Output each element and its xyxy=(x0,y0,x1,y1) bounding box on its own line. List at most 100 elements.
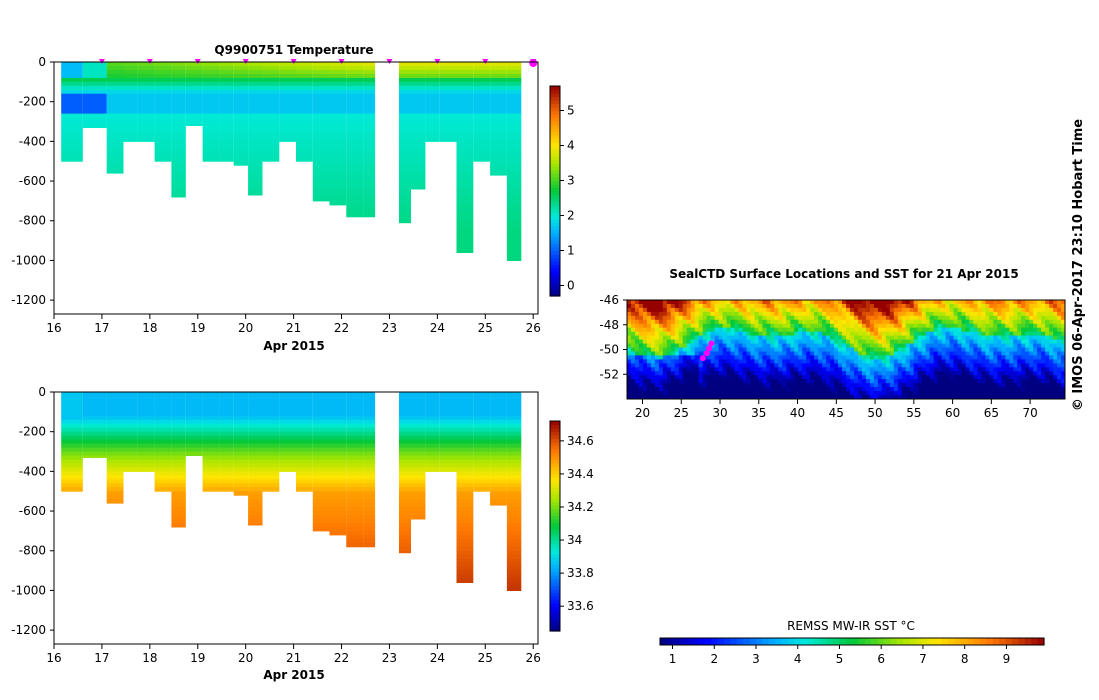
section-cell xyxy=(399,208,411,214)
section-cell xyxy=(439,396,457,401)
sst-cell xyxy=(989,339,994,345)
sst-cell xyxy=(1037,335,1042,341)
section-cell xyxy=(171,101,186,107)
sst-cell xyxy=(949,375,954,380)
sst-cell xyxy=(929,347,935,352)
section-cell xyxy=(248,451,263,456)
section-cell xyxy=(202,479,220,484)
sst-cell xyxy=(857,371,863,376)
section-cell xyxy=(202,73,220,79)
section-cell xyxy=(346,193,364,198)
sst-cell xyxy=(802,367,807,372)
colorbar-segment xyxy=(550,278,560,283)
sst-cell xyxy=(937,304,943,309)
sst-cell xyxy=(806,343,811,349)
sst-cell xyxy=(770,383,775,388)
sst-cell xyxy=(730,300,735,305)
section-cell xyxy=(82,89,107,95)
section-cell xyxy=(506,515,522,520)
section-cell xyxy=(248,173,263,178)
sst-cell xyxy=(714,379,720,384)
sst-cell xyxy=(834,391,839,396)
sst-cell xyxy=(690,351,696,356)
sst-cell xyxy=(766,343,771,349)
sst-cell xyxy=(718,327,724,333)
sst-cell xyxy=(921,304,927,309)
sst-cell xyxy=(730,323,735,329)
section-cell xyxy=(154,97,172,103)
sst-cell xyxy=(913,367,919,372)
section-cell xyxy=(185,447,203,453)
section-cell xyxy=(346,149,364,154)
sst-cell xyxy=(734,351,739,356)
sst-cell xyxy=(901,363,907,368)
sst-cell xyxy=(822,359,827,364)
section-cell xyxy=(411,161,426,166)
sst-cell xyxy=(718,315,724,321)
sst-cell xyxy=(933,371,939,376)
colorbar-segment xyxy=(935,638,943,645)
sst-cell xyxy=(981,331,986,337)
sst-cell xyxy=(1021,371,1026,376)
section-cell xyxy=(456,145,474,150)
section-cell xyxy=(506,189,522,194)
sst-cell xyxy=(1029,335,1034,341)
sst-cell xyxy=(1009,391,1014,396)
section-cell xyxy=(106,161,124,166)
section-cell xyxy=(490,499,507,504)
sst-cell xyxy=(662,351,668,356)
colorbar-segment xyxy=(992,638,1000,645)
sst-cell xyxy=(945,319,950,325)
sst-cell xyxy=(750,335,755,341)
colorbar-segment xyxy=(986,638,994,645)
sst-cell xyxy=(810,367,815,372)
sst-cell xyxy=(1005,315,1010,321)
sst-cell xyxy=(658,355,664,360)
sst-cell xyxy=(738,379,743,384)
colorbar-segment xyxy=(1018,638,1026,645)
sst-cell xyxy=(646,351,652,356)
sst-cell xyxy=(710,371,716,376)
sst-cell xyxy=(738,304,743,309)
sst-cell xyxy=(865,315,871,321)
sst-cell xyxy=(758,371,763,376)
section-cell xyxy=(456,550,474,556)
colorbar-segment xyxy=(999,638,1007,645)
section-cell xyxy=(123,69,138,75)
section-cell xyxy=(248,81,263,87)
sst-cell xyxy=(977,351,982,356)
sst-cell xyxy=(981,375,986,380)
sst-cell xyxy=(861,395,867,400)
section-cell xyxy=(312,137,330,142)
colorbar-segment xyxy=(550,285,560,290)
section-cell xyxy=(425,423,440,429)
section-cell xyxy=(346,105,364,111)
sst-cell xyxy=(702,359,708,364)
sst-cell xyxy=(738,307,743,313)
section-cell xyxy=(425,85,440,91)
sst-cell xyxy=(778,331,783,337)
sst-cell xyxy=(754,300,759,305)
sst-cell xyxy=(977,359,982,364)
section-cell xyxy=(399,542,411,548)
sst-cell xyxy=(830,359,835,364)
sst-cell xyxy=(933,379,939,384)
section-cell xyxy=(296,439,313,445)
sst-cell xyxy=(710,331,716,337)
sst-cell xyxy=(865,371,871,376)
section-cell xyxy=(439,129,457,134)
sst-cell xyxy=(929,315,935,321)
sst-cell xyxy=(921,343,927,349)
sst-cell xyxy=(798,367,803,372)
sst-cell xyxy=(889,331,895,337)
section-cell xyxy=(346,121,364,126)
sst-cell xyxy=(989,371,994,376)
section-cell xyxy=(61,459,83,464)
sst-cell xyxy=(762,367,767,372)
section-cell xyxy=(425,403,440,409)
section-cell xyxy=(82,109,107,115)
sst-cell xyxy=(957,383,962,388)
sst-cell xyxy=(690,383,696,388)
sst-cell xyxy=(1045,387,1050,392)
sst-cell xyxy=(1061,367,1066,372)
